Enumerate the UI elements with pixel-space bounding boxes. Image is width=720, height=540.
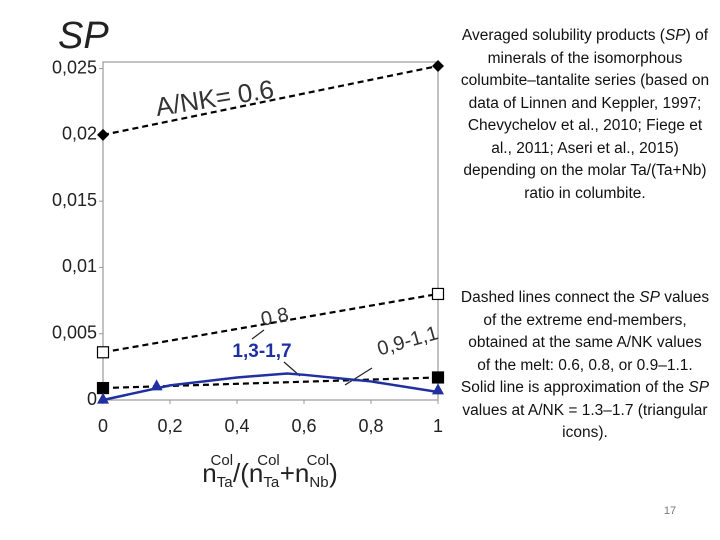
x-label-part: Col <box>211 452 234 469</box>
arrow <box>344 367 373 386</box>
x-tick-label: 1 <box>433 416 443 436</box>
text: ) of minerals of the isomorphous columbi… <box>460 27 710 202</box>
chart: SP nTaCol/(nTaCol+nNbCol) 00,0050,010,01… <box>52 15 445 491</box>
triangle-marker <box>150 379 163 391</box>
x-axis-label: nTaCol/(nTaCol+nNbCol) <box>202 452 338 491</box>
text: SP <box>639 289 660 306</box>
x-tick-label: 0,2 <box>157 416 182 436</box>
x-tick-label: 0 <box>98 416 108 436</box>
triangle-marker <box>97 392 109 404</box>
diamond-marker <box>432 59 444 72</box>
dashed-line <box>102 64 439 136</box>
x-tick-label: 0,6 <box>291 416 316 436</box>
text: Averaged solubility products ( <box>461 27 665 44</box>
square-marker <box>431 287 445 301</box>
text: Dashed lines connect the <box>460 289 640 306</box>
diamond-marker <box>97 128 109 141</box>
y-tick-label: 0,015 <box>52 190 97 210</box>
triangle-marker <box>432 383 444 395</box>
series-label: 0,9-1,1 <box>375 322 441 360</box>
square-marker <box>96 381 110 395</box>
page-number: 17 <box>663 505 677 517</box>
arrow <box>251 329 265 340</box>
x-label-part: Col <box>257 452 280 469</box>
text: values at A/NK = 1.3–1.7 (triangular ico… <box>462 401 708 442</box>
plot-frame <box>102 61 439 401</box>
text: SP <box>664 27 686 44</box>
y-axis-label: SP <box>58 15 109 57</box>
paragraph: Averaged solubility products (SP) of min… <box>460 25 710 205</box>
text: SP <box>688 379 710 396</box>
x-label-part: n <box>202 458 216 488</box>
series-label: A/NK= 0.6 <box>153 74 275 122</box>
x-label-part: Nb <box>309 474 328 491</box>
text: values of the extreme end-members, obtai… <box>460 289 710 396</box>
y-tick-label: 0,025 <box>52 57 97 77</box>
y-tick-label: 0,01 <box>62 256 97 276</box>
square-marker <box>431 371 445 384</box>
dashed-line <box>102 292 439 354</box>
x-label-part: Ta <box>217 474 234 491</box>
x-label-part: Col <box>307 452 330 469</box>
fit-curve <box>102 372 439 402</box>
square-marker <box>96 346 110 359</box>
series-label: 1,3-1,7 <box>232 341 291 362</box>
x-tick-label: 0,8 <box>358 416 383 436</box>
x-label-part: Ta <box>263 474 280 491</box>
x-label-part: ) <box>329 458 338 488</box>
paragraph: Dashed lines connect the SP values of th… <box>460 287 710 445</box>
x-label-part: +n <box>280 458 310 488</box>
x-tick-label: 0,4 <box>224 416 249 436</box>
x-label-part: /(n <box>233 458 263 488</box>
y-tick-label: 0,02 <box>62 124 97 144</box>
series-label: 0.8 <box>259 304 291 331</box>
y-tick-label: 0,005 <box>52 322 97 342</box>
y-tick-label: 0 <box>87 389 97 409</box>
